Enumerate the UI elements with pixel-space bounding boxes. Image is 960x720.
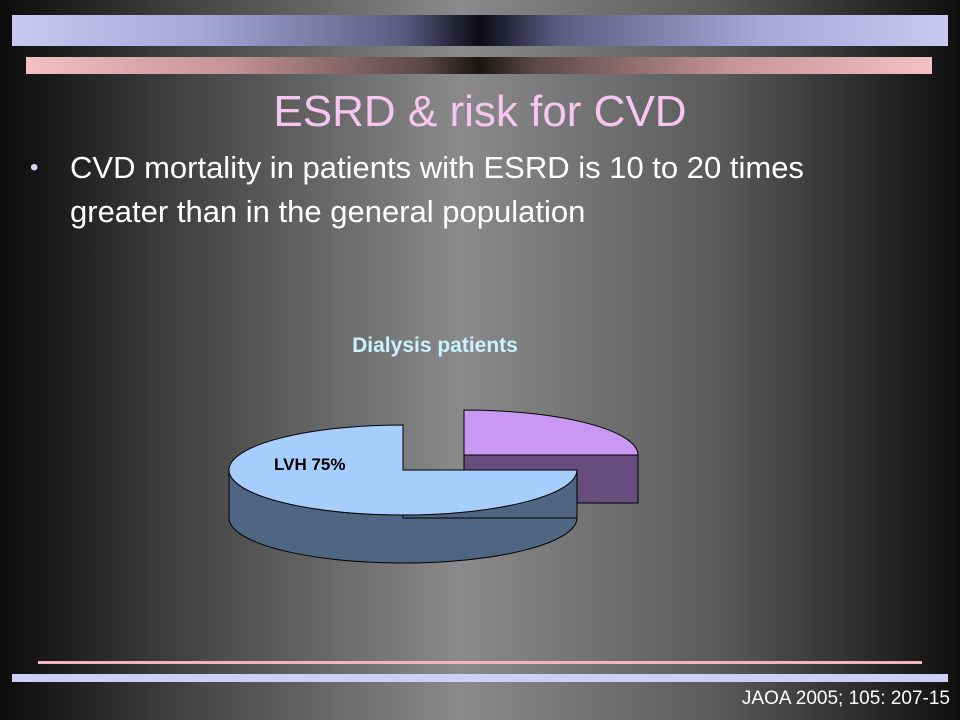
- pie-slice-lvh: [228, 424, 578, 516]
- pink-decorative-bar: [26, 57, 932, 74]
- citation: JAOA 2005; 105: 207-15: [741, 688, 950, 709]
- bottom-decorative-bar: [12, 674, 948, 682]
- slide-title: ESRD & risk for CVD: [273, 87, 687, 136]
- chart-title: Dialysis patients: [352, 334, 518, 357]
- pie-slice-other: [463, 409, 639, 456]
- bullet-marker: •: [30, 154, 39, 181]
- top-decorative-bar: [12, 15, 948, 46]
- slice-label-lvh: LVH 75%: [274, 455, 346, 474]
- bottom-divider-line: [38, 661, 922, 664]
- bullet-text: CVD mortality in patients with ESRD is 1…: [70, 150, 804, 229]
